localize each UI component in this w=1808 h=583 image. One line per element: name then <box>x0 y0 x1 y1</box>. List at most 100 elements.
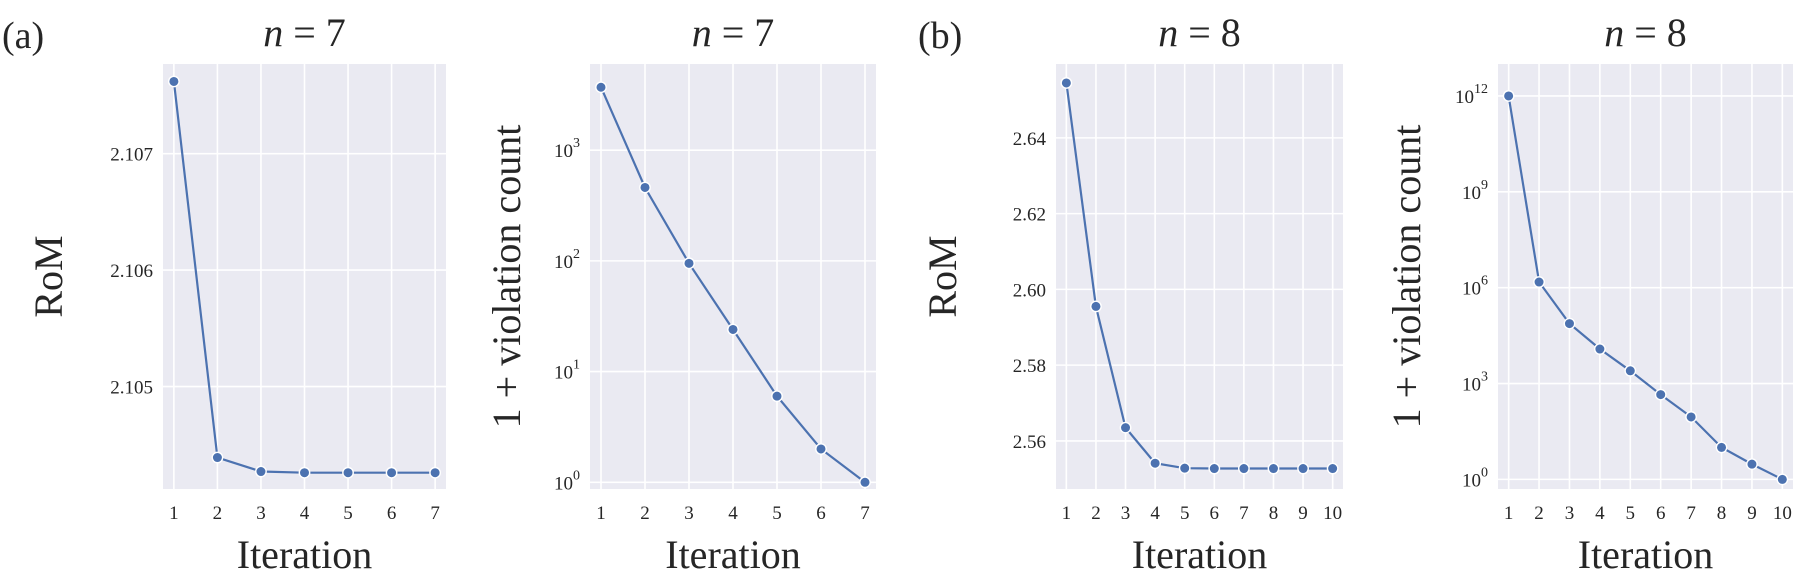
x-tick-label: 6 <box>387 503 397 524</box>
y-tick-label: 2.60 <box>1013 280 1046 301</box>
x-tick-label: 10 <box>1323 503 1342 524</box>
x-tick-label: 3 <box>256 503 266 524</box>
data-point <box>1746 458 1758 471</box>
plot-area <box>1056 64 1343 489</box>
y-tick-label: 2.107 <box>110 145 153 166</box>
data-point <box>1654 388 1667 401</box>
data-point <box>727 323 739 336</box>
x-tick-label: 1 <box>1062 503 1072 524</box>
data-point <box>1776 473 1789 486</box>
data-point <box>1208 462 1221 475</box>
x-tick-label: 5 <box>343 503 353 524</box>
chart-title: n = 7 <box>692 10 775 55</box>
y-tick-label: 100 <box>1462 465 1488 491</box>
y-tick-label: 1012 <box>1455 82 1488 108</box>
x-tick-label: 9 <box>1747 503 1757 524</box>
x-axis-label: Iteration <box>1132 532 1268 577</box>
data-point <box>342 466 354 479</box>
data-point <box>385 466 398 479</box>
data-point <box>1090 300 1102 313</box>
x-tick-label: 5 <box>772 503 782 524</box>
data-point <box>1149 457 1162 470</box>
x-axis-label: Iteration <box>237 532 373 577</box>
x-tick-label: 3 <box>1121 503 1131 524</box>
x-tick-label: 4 <box>728 503 738 524</box>
x-tick-label: 3 <box>1565 503 1575 524</box>
y-axis-label: 1 + violation count <box>1384 125 1429 429</box>
data-point <box>1326 462 1339 475</box>
x-tick-label: 1 <box>169 503 179 524</box>
y-tick-label: 106 <box>1462 274 1488 300</box>
chart-panel-1: 1 2 3 4 5 6 7 2.105 2.106 2.107 n = 7 Iteration RoM <box>26 10 446 577</box>
x-axis-label: Iteration <box>1578 532 1714 577</box>
plot-area <box>1498 64 1793 489</box>
x-tick-label: 2 <box>213 503 223 524</box>
x-tick-label: 2 <box>1091 503 1101 524</box>
x-axis-label: Iteration <box>665 532 801 577</box>
data-point <box>683 257 695 270</box>
series-line <box>1065 82 1333 470</box>
x-tick-label: 6 <box>1656 503 1666 524</box>
data-point <box>1685 411 1698 423</box>
data-point <box>1060 77 1073 89</box>
data-point <box>1178 462 1191 475</box>
x-tick-label: 8 <box>1717 503 1727 524</box>
y-axis-label: RoM <box>26 235 71 317</box>
x-tick-label: 10 <box>1773 503 1792 524</box>
data-point <box>1267 462 1280 475</box>
x-tick-label: 6 <box>1210 503 1220 524</box>
chart-panel-4: 1 2 3 4 5 6 7 8 9 10 100 103 106 109 1012 n = 8 Iteratio… <box>1384 10 1793 577</box>
data-point <box>1502 90 1515 102</box>
data-point <box>1297 462 1309 475</box>
panel-label-b: (b) <box>918 15 962 57</box>
x-tick-label: 3 <box>684 503 694 524</box>
data-point <box>255 465 267 478</box>
x-tick-label: 1 <box>1504 503 1514 524</box>
y-tick-label: 2.58 <box>1013 356 1046 377</box>
x-tick-label: 5 <box>1626 503 1636 524</box>
data-point <box>298 466 311 479</box>
data-point <box>1119 421 1132 434</box>
data-point <box>167 75 180 88</box>
x-tick-label: 8 <box>1269 503 1279 524</box>
chart-title: n = 8 <box>1158 10 1241 55</box>
series-line <box>1507 95 1783 481</box>
x-tick-label: 4 <box>300 503 310 524</box>
y-tick-label: 103 <box>1462 370 1488 396</box>
y-tick-label: 101 <box>554 358 580 384</box>
data-point <box>815 443 827 455</box>
data-point <box>1624 364 1637 377</box>
x-tick-label: 2 <box>640 503 650 524</box>
y-tick-label: 2.56 <box>1013 432 1046 453</box>
chart-panel-2: 1 2 3 4 5 6 7 100 101 102 103 n = 7 Iteration 1 + vio… <box>484 10 876 577</box>
data-point <box>211 451 224 464</box>
y-tick-label: 100 <box>554 468 580 494</box>
data-point <box>1237 462 1250 475</box>
data-point <box>1715 441 1728 454</box>
chart-panel-3: 1 2 3 4 5 6 7 8 9 10 2.56 2.58 2.60 2.62 2.64 n = 8 Iter… <box>920 10 1343 577</box>
y-tick-label: 103 <box>554 136 580 162</box>
y-tick-label: 2.64 <box>1013 129 1047 150</box>
data-point <box>1533 276 1545 288</box>
chart-title: n = 8 <box>1604 10 1687 55</box>
data-point <box>1563 317 1576 330</box>
data-point <box>859 476 871 489</box>
data-point <box>595 81 607 94</box>
y-tick-label: 109 <box>1462 178 1488 204</box>
y-tick-label: 2.62 <box>1013 205 1046 226</box>
y-tick-label: 102 <box>554 247 580 273</box>
x-tick-label: 5 <box>1180 503 1190 524</box>
y-axis-label: 1 + violation count <box>484 125 529 429</box>
chart-title: n = 7 <box>263 10 346 55</box>
x-tick-label: 9 <box>1298 503 1308 524</box>
data-point <box>1593 343 1606 355</box>
y-tick-label: 2.106 <box>110 261 153 282</box>
data-point <box>429 466 442 479</box>
x-tick-label: 7 <box>1239 503 1249 524</box>
x-tick-label: 1 <box>596 503 606 524</box>
x-tick-label: 7 <box>860 503 870 524</box>
x-tick-label: 2 <box>1534 503 1544 524</box>
y-axis-label: RoM <box>920 235 965 317</box>
